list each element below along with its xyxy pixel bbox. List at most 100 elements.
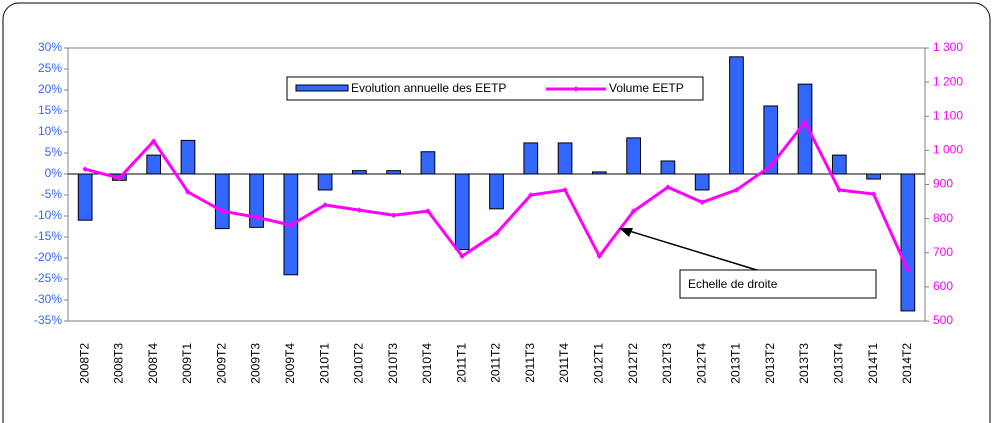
- bar: [831, 154, 847, 175]
- y-tick-label: 15%: [38, 103, 62, 117]
- annotation-box: [679, 269, 877, 299]
- y-tick-label: -25%: [34, 271, 62, 285]
- bar: [420, 151, 436, 175]
- x-tick-label: 2013T3: [797, 343, 811, 384]
- line-marker: [390, 212, 397, 219]
- x-tick-label: 2012T4: [694, 343, 708, 384]
- x-tick-label: 2010T3: [386, 343, 400, 384]
- line-marker: [185, 189, 191, 195]
- y-tick-label: 30%: [38, 40, 62, 54]
- line-marker: [562, 187, 568, 193]
- y-tick-label: -30%: [34, 292, 62, 306]
- bar: [77, 173, 93, 221]
- line-marker: [905, 267, 911, 273]
- x-tick-label: 2009T4: [283, 343, 297, 384]
- legend-swatch: [295, 84, 349, 92]
- x-tick-label: 2010T4: [420, 343, 434, 384]
- line-marker: [665, 184, 671, 191]
- bar: [317, 173, 333, 191]
- line-marker: [733, 187, 740, 193]
- line-marker: [699, 199, 706, 206]
- legend-box: [286, 76, 704, 101]
- bar: [489, 173, 504, 210]
- annotation: Echelle de droite: [688, 277, 778, 291]
- y-tick-label: -20%: [34, 250, 62, 264]
- line-marker: [527, 192, 534, 198]
- y2-tick-label: 1 100: [933, 108, 963, 122]
- line-marker: [596, 253, 603, 259]
- line-marker: [425, 208, 431, 214]
- y-tick-label: -15%: [34, 229, 62, 243]
- line-marker: [116, 175, 123, 181]
- y-tick-label: 10%: [38, 124, 62, 138]
- x-tick-label: 2011T4: [557, 343, 571, 383]
- x-tick-label: 2010T2: [352, 343, 366, 384]
- line-marker: [870, 191, 877, 197]
- bar: [763, 105, 779, 175]
- x-tick-label: 2011T2: [489, 343, 503, 383]
- x-tick-label: 2008T4: [146, 343, 160, 384]
- bar: [214, 173, 230, 230]
- annotation-arrowhead: [619, 228, 633, 237]
- bar: [454, 173, 470, 251]
- x-tick-label: 2014T1: [866, 343, 880, 384]
- y-tick-label: -35%: [34, 313, 62, 327]
- line-marker: [802, 119, 808, 125]
- bar: [386, 170, 402, 175]
- line-marker: [836, 187, 843, 193]
- x-tick-label: 2013T2: [763, 343, 777, 384]
- legend-swatch-marker: [573, 86, 579, 92]
- bar: [694, 173, 710, 191]
- y2-tick-label: 1 300: [933, 40, 963, 54]
- bar: [626, 137, 641, 175]
- x-tick-label: 2009T2: [214, 343, 228, 384]
- line-marker: [219, 208, 226, 214]
- line-marker: [356, 207, 363, 213]
- bar: [249, 173, 264, 228]
- legend-label: Evolution annuelle des EETP: [351, 81, 506, 95]
- y2-tick-label: 600: [933, 279, 953, 293]
- bar: [729, 56, 744, 175]
- line-marker: [82, 166, 88, 172]
- line-marker: [459, 253, 466, 259]
- y-tick-label: -10%: [34, 208, 62, 222]
- bar: [900, 173, 916, 312]
- x-tick-label: 2013T4: [831, 343, 845, 384]
- line-marker: [287, 222, 294, 228]
- line-marker: [767, 163, 774, 169]
- x-tick-label: 2008T3: [112, 343, 126, 384]
- y2-tick-label: 500: [933, 313, 953, 327]
- x-tick-label: 2009T1: [180, 343, 194, 384]
- annotation-arrow: [625, 229, 761, 272]
- x-tick-label: 2012T2: [626, 343, 640, 384]
- line-marker: [493, 230, 500, 237]
- x-tick-label: 2014T2: [900, 343, 914, 384]
- bar: [523, 142, 539, 175]
- y-tick-label: 5%: [45, 145, 63, 159]
- y2-tick-label: 800: [933, 211, 953, 225]
- bar: [180, 139, 196, 175]
- x-tick-label: 2012T3: [660, 343, 674, 384]
- y2-tick-label: 900: [933, 177, 953, 191]
- x-tick-label: 2008T2: [77, 343, 91, 384]
- bar: [660, 160, 676, 175]
- x-tick-label: 2011T3: [523, 343, 537, 383]
- y-tick-label: 25%: [38, 61, 62, 75]
- line-marker: [322, 202, 328, 208]
- bar: [352, 170, 367, 175]
- bar: [591, 171, 607, 175]
- line-marker: [150, 138, 157, 144]
- y2-tick-label: 1 200: [933, 74, 963, 88]
- bar: [146, 154, 162, 175]
- bar: [866, 173, 881, 180]
- x-tick-label: 2012T1: [592, 343, 606, 384]
- y-tick-label: 0%: [45, 166, 63, 180]
- legend-label: Volume EETP: [609, 81, 684, 95]
- y2-tick-label: 1 000: [933, 143, 963, 157]
- x-tick-label: 2013T1: [729, 343, 743, 384]
- y-tick-label: 20%: [38, 82, 62, 96]
- y-tick-label: -5%: [41, 187, 63, 201]
- line-marker: [630, 208, 637, 214]
- x-tick-label: 2009T3: [249, 343, 263, 384]
